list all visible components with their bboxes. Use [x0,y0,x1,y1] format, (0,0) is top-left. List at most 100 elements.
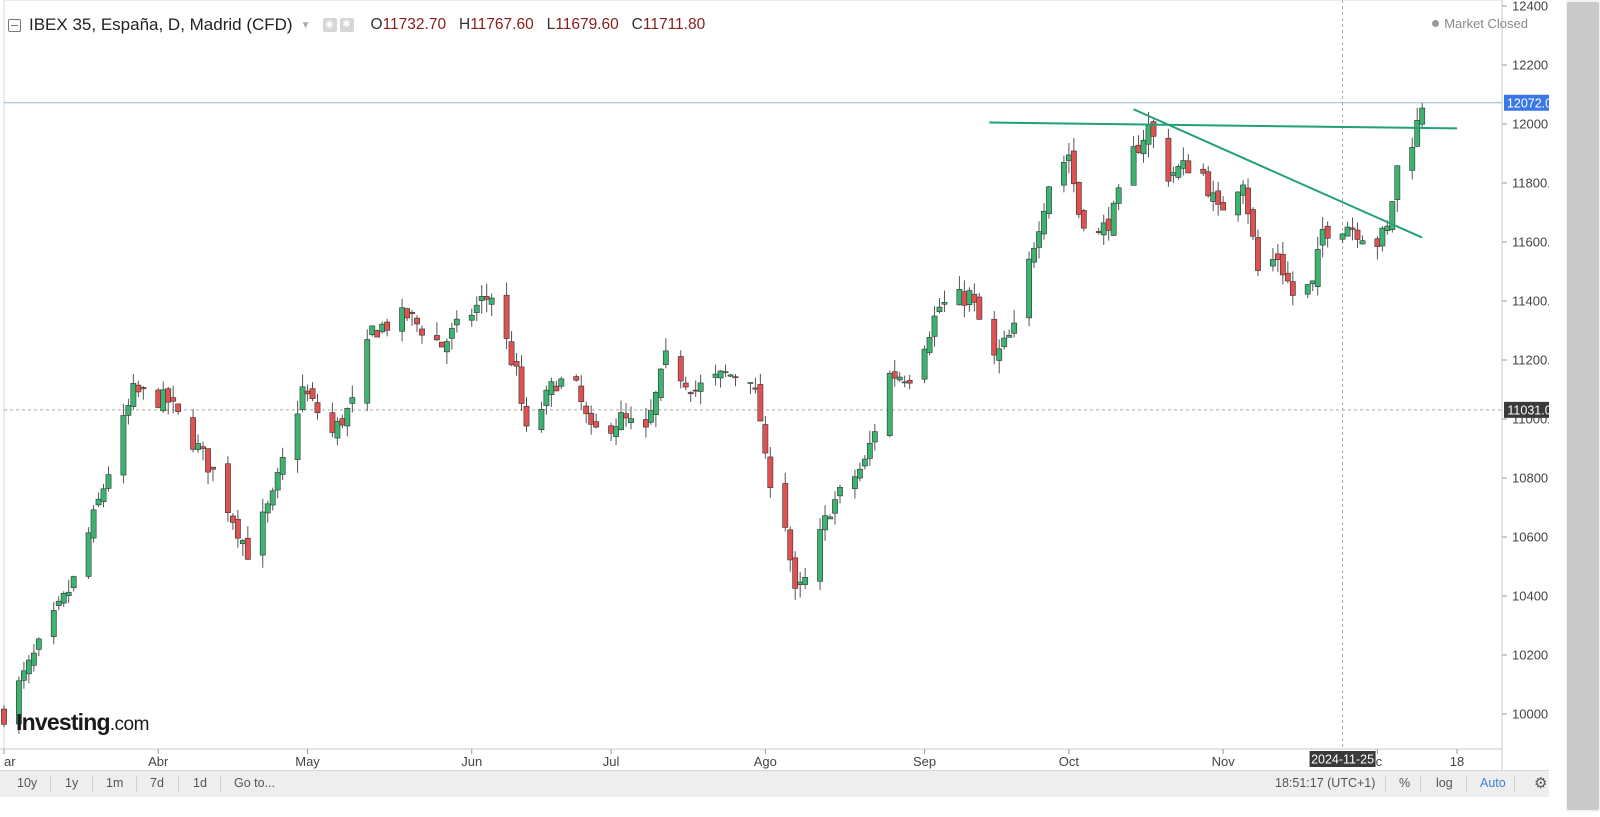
candle-down [165,388,172,403]
eye-icon[interactable]: ◉ [322,18,337,32]
candle-up [35,638,42,650]
candle-up [478,295,485,301]
candle-up [1419,107,1426,125]
candle-up [717,370,724,379]
candle-up [538,409,545,431]
candle-up [160,389,167,412]
settings-gear-icon[interactable]: ⚙ [1534,775,1548,792]
market-status-text: Market Closed [1444,16,1528,31]
scrollbar[interactable] [1566,0,1600,812]
candle-up [996,348,1003,361]
candle-up [269,490,276,506]
candle-up [652,392,659,415]
candle-up [448,328,455,339]
candle-down [677,356,684,382]
candle-up [618,412,624,430]
range-1y-button[interactable]: 1y [65,776,79,790]
low-label: L [546,16,556,33]
candle-up [548,381,555,395]
candle-up [827,516,833,520]
candle-up [60,592,67,604]
candle-down [1279,253,1286,276]
candle-up [866,442,873,459]
candle-down [1274,253,1281,260]
candle-down [513,361,520,367]
bottom-toolbar: 10y 1y 1m 7d 1d Go to... 18:51:17 (UTC+1… [0,770,1566,797]
chevron-down-icon[interactable]: ▼ [300,19,311,31]
scrollbar-thumb[interactable] [1567,2,1599,810]
candle-up [30,652,37,666]
candle-up [822,515,828,531]
range-1d-button[interactable]: 1d [193,776,207,790]
toolbar-divider [50,776,51,792]
logo-brand: Investing [16,709,111,735]
candle-up [294,413,301,460]
market-status: Market Closed [1432,16,1528,31]
collapse-icon[interactable] [8,18,21,32]
toolbar-divider [220,776,221,792]
candle-down [588,412,595,425]
candle-down [225,463,231,513]
candle-up [1145,123,1152,145]
candle-up [1240,184,1246,196]
candle-up [802,576,809,585]
candle-down [175,403,182,412]
candle-down [234,518,241,539]
candle-down [1095,231,1102,233]
candle-up [697,382,704,392]
candle-up [926,337,933,353]
candle-up [130,383,137,407]
candle-down [483,296,490,300]
current-price-tag [1504,94,1562,111]
candle-up [468,314,475,321]
candle-up [747,382,754,384]
candle-down [1289,281,1296,296]
candle-down [140,387,147,390]
candle-up [1314,249,1321,287]
candle-up [195,443,201,450]
auto-toggle[interactable]: Auto [1480,776,1506,790]
x-tick-label: May [295,754,320,769]
goto-button[interactable]: Go to... [234,776,275,790]
candle-down [687,392,694,395]
candle-down [1215,190,1222,205]
symbol-legend: IBEX 35, España, D, Madrid (CFD) ▼ ◉ ✱ O… [8,14,705,36]
candle-up [1110,202,1117,236]
candle-up [1319,228,1326,246]
candle-down [518,366,525,404]
log-toggle[interactable]: log [1436,776,1453,790]
candle-up [85,532,92,577]
candle-up [1379,227,1386,247]
range-10y-button[interactable]: 10y [17,776,38,790]
candle-down [782,483,789,528]
gear-icon[interactable]: ✱ [339,18,354,32]
candle-up [299,386,306,410]
candle-down [1165,137,1172,182]
candle-down [434,335,440,341]
candle-up [379,323,386,333]
crosshair-price-tag-label: 11031.00 [1507,403,1558,417]
symbol-title[interactable]: IBEX 35, España, D, Madrid (CFD) [29,15,293,34]
candle-up [817,529,823,582]
candle-down [155,389,162,408]
candle-down [1250,209,1256,237]
candle-up [55,600,62,606]
candle-up [279,457,286,475]
candle-up [921,348,928,380]
candle-down [961,291,968,306]
x-tick-label: ic [1373,754,1383,769]
candle-up [936,306,943,312]
candle-down [200,446,206,449]
range-7d-button[interactable]: 7d [150,776,164,790]
candle-up [1031,247,1037,263]
candle-down [419,328,425,336]
candle-down [583,405,590,415]
percent-toggle[interactable]: % [1399,776,1411,790]
x-tick-label: Abr [148,754,169,769]
candle-down [1150,121,1157,137]
candle-up [832,499,838,514]
candle-up [727,374,734,377]
range-1m-button[interactable]: 1m [106,776,124,790]
